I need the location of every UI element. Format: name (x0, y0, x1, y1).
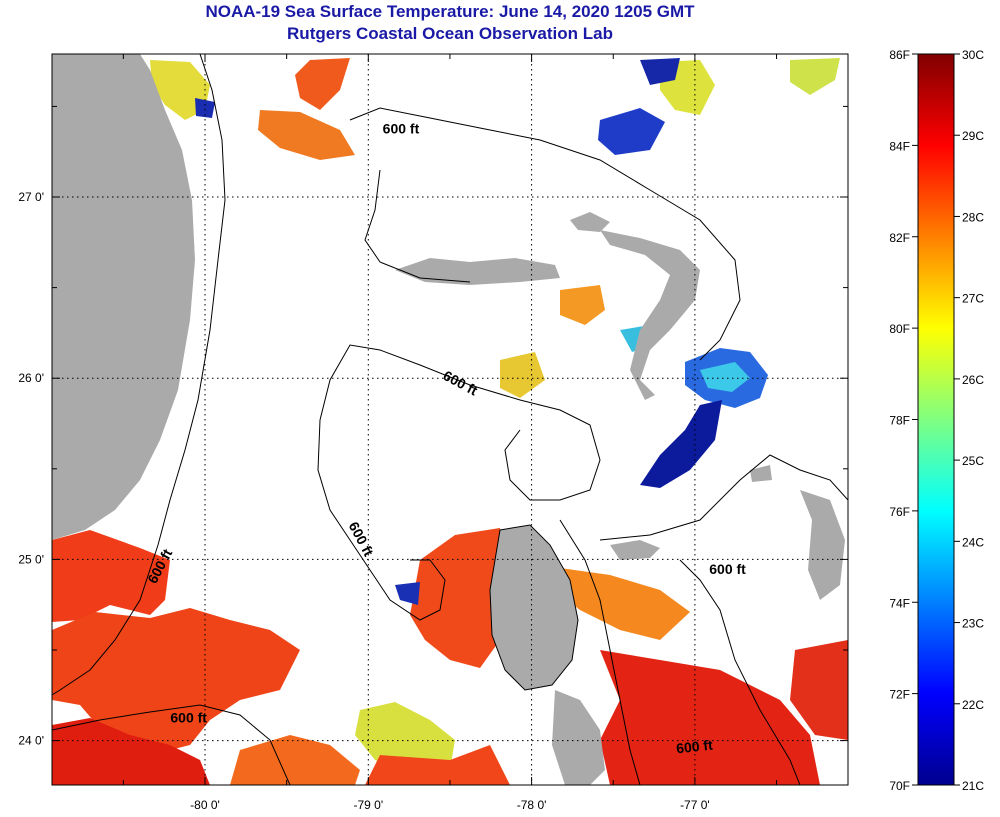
x-tick-label: -78 0' (517, 798, 547, 812)
sst-patch-orange-central (555, 568, 690, 640)
sst-patch-warm-bottom-centre (365, 745, 510, 785)
x-tick-label: -77 0' (680, 798, 710, 812)
colorbar-c-label: 24C (962, 535, 984, 549)
sst-patch-hot-east (790, 640, 848, 740)
colorbar-c-label: 30C (962, 48, 984, 62)
colorbar-c-label: 22C (962, 698, 984, 712)
sst-patch-blue-florida-coast (195, 98, 215, 118)
y-axis-labels: 27 0' 26 0' 25 0' 24 0' (18, 190, 44, 748)
y-tick-label: 27 0' (18, 190, 44, 204)
coast-andros-outline (489, 524, 579, 691)
colorbar-c-label: 29C (962, 129, 984, 143)
x-axis-labels: -80 0' -79 0' -78 0' -77 0' (190, 798, 710, 812)
y-tick-label: 24 0' (18, 734, 44, 748)
colorbar-f-label: 74F (889, 596, 910, 610)
x-tick-label: -80 0' (190, 798, 220, 812)
contour-label: 600 ft (383, 121, 420, 137)
sst-patch-warm-north (295, 58, 350, 110)
colorbar: 86F 84F 82F 80F 78F 76F 74F 72F 70F 30C 29C 28C 27C… (889, 48, 984, 793)
sst-patch-cyan-east (700, 362, 750, 392)
contour-600ft-florida (52, 54, 226, 696)
tick-marks (52, 54, 848, 785)
colorbar-c-label: 28C (962, 210, 984, 224)
sst-patch-orange-north (258, 110, 355, 160)
sst-patch-yellow-central (500, 352, 545, 398)
colorbar-f-label: 86F (889, 48, 910, 62)
sst-patch-hot-southeast (600, 650, 820, 785)
andros-island (490, 525, 578, 690)
sst-patch-hot-bottom-left (52, 718, 210, 785)
sst-patch-warm-central (410, 528, 510, 668)
colorbar-fahrenheit-labels: 86F 84F 82F 80F 78F 76F 74F 72F 70F (889, 48, 910, 793)
y-tick-label: 25 0' (18, 552, 44, 566)
land-masses (52, 54, 845, 785)
contour-label: 600 ft (675, 737, 713, 757)
colorbar-f-label: 72F (889, 688, 910, 702)
contour-label: 600 ft (441, 367, 481, 398)
colorbar-f-label: 80F (889, 322, 910, 336)
colorbar-c-label: 26C (962, 373, 984, 387)
map-subtitle: Rutgers Coastal Ocean Observation Lab (287, 24, 613, 43)
sst-patch-blue-south-channel (395, 582, 420, 605)
colorbar-c-label: 27C (962, 292, 984, 306)
contour-600ft-southwest (52, 704, 291, 785)
colorbar-ticks (912, 53, 960, 786)
south-island (552, 690, 605, 785)
sst-patch-green-far-northeast (790, 58, 840, 95)
abaco-island (600, 230, 700, 400)
contour-600ft-little-bahama (349, 107, 741, 361)
grand-bahama (395, 258, 560, 285)
sst-patch-orange-mid (560, 285, 605, 325)
colorbar-f-label: 84F (889, 139, 910, 153)
sst-patch-blue-north (598, 108, 665, 155)
sst-patch-orange-bottom (230, 735, 360, 785)
y-tick-label: 26 0' (18, 371, 44, 385)
colorbar-c-label: 25C (962, 454, 984, 468)
sst-patch-blue-far-north (640, 58, 680, 85)
contour-600ft-east (599, 454, 848, 785)
cay-east-small (750, 465, 772, 482)
east-shoal (800, 490, 845, 600)
colorbar-celsius-labels: 30C 29C 28C 27C 26C 25C 24C 23C 22C 21C (962, 48, 984, 793)
contour-600ft-channel (317, 419, 446, 621)
eleuthera-island (570, 212, 610, 232)
cay-southeast (610, 540, 660, 560)
bathymetry-contours (52, 54, 848, 785)
colorbar-gradient (917, 53, 955, 786)
contour-label: 600 ft (170, 709, 207, 725)
florida-land (52, 54, 195, 540)
contour-600ft-great-bahama-north (319, 344, 601, 501)
colorbar-f-label: 82F (889, 231, 910, 245)
map-title: NOAA-19 Sea Surface Temperature: June 14… (205, 2, 695, 21)
colorbar-c-label: 21C (962, 779, 984, 793)
x-tick-label: -79 0' (353, 798, 383, 812)
colorbar-c-label: 23C (962, 617, 984, 631)
colorbar-f-label: 78F (889, 414, 910, 428)
sst-patch-yellow-florida-coast (150, 60, 210, 120)
colorbar-f-label: 76F (889, 505, 910, 519)
contour-label: 600 ft (346, 519, 377, 559)
contour-label: 600 ft (709, 561, 746, 577)
sst-patch-deep-blue-east (640, 400, 722, 488)
colorbar-f-label: 70F (889, 779, 910, 793)
contour-600ft-south (559, 519, 641, 785)
graticule (52, 54, 848, 785)
